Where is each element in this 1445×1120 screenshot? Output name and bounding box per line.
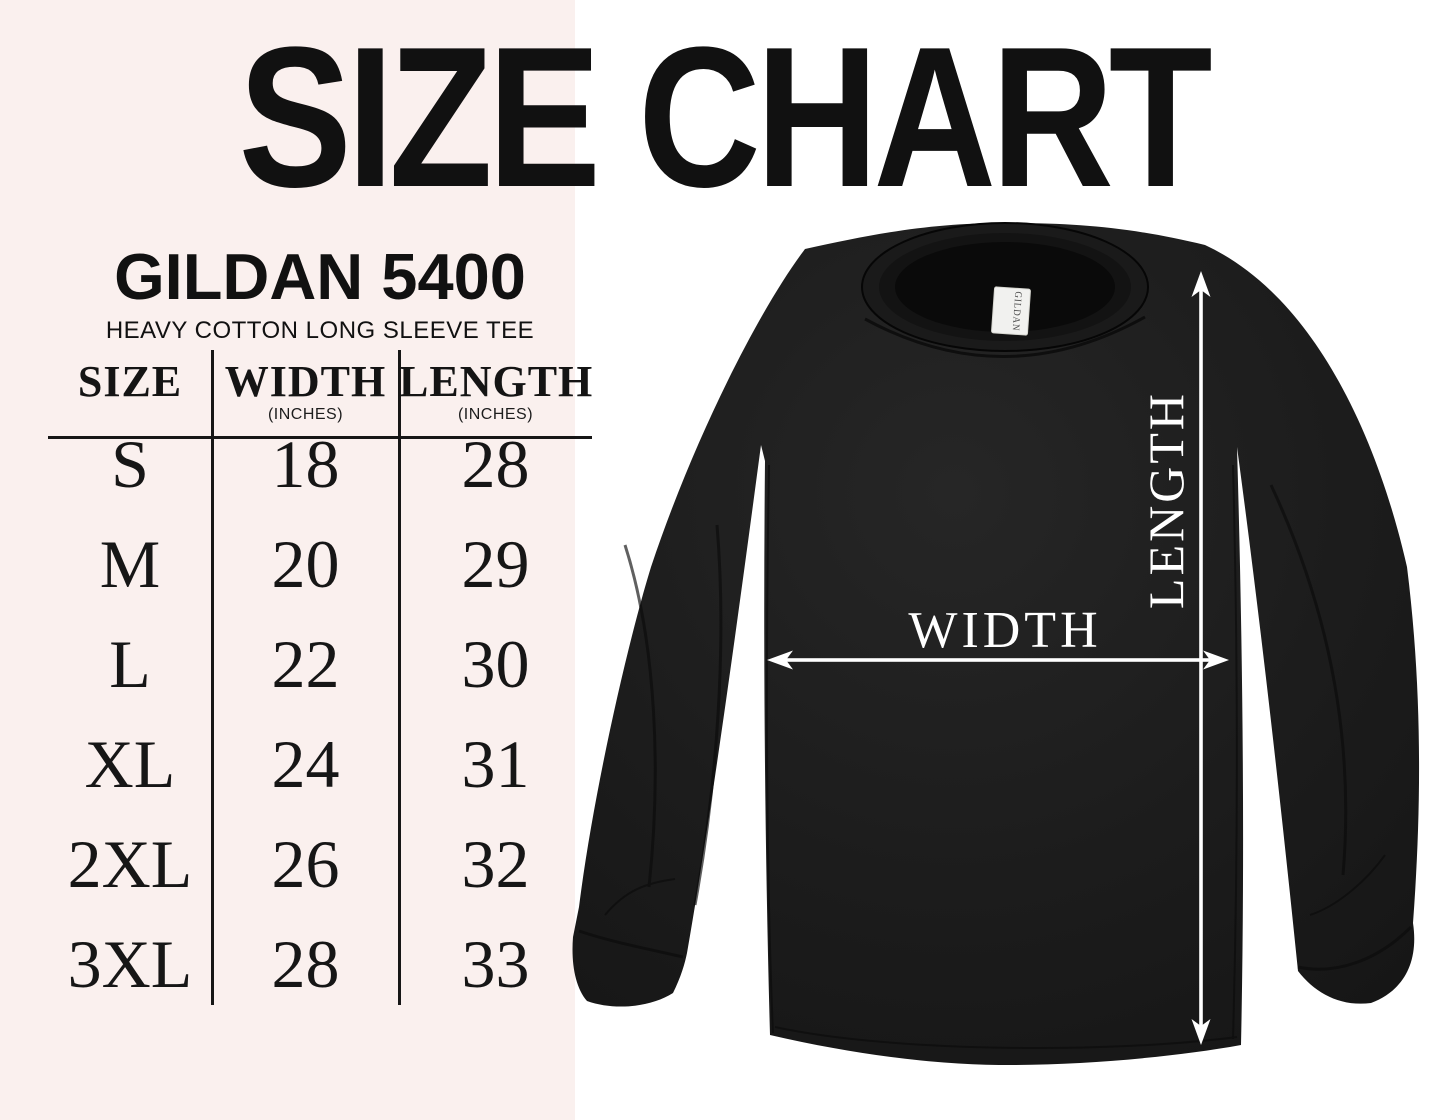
length-cell: 29: [461, 526, 530, 602]
table-column-divider: [398, 350, 401, 1005]
column-unit: (INCHES): [267, 406, 344, 423]
size-cell: XL: [84, 726, 176, 802]
length-cell: 30: [461, 626, 530, 702]
length-cell: 28: [461, 426, 530, 502]
page-title: SIZE CHART: [238, 6, 1212, 229]
width-cell: 18: [271, 426, 340, 502]
table-column-divider: [211, 350, 214, 1005]
size-cell: M: [99, 526, 161, 602]
width-cell: 20: [271, 526, 340, 602]
table-rows: S 18 28 M 20 29 L 22 30 XL 24 31 2XL 26: [48, 414, 592, 1014]
column-header-size: SIZE: [48, 350, 212, 425]
table-row: XL 24 31: [48, 714, 592, 814]
width-cell: 26: [271, 826, 340, 902]
product-name: GILDAN 5400: [114, 240, 526, 313]
size-table: SIZE WIDTH (INCHES) LENGTH (INCHES) S 18…: [48, 350, 592, 1005]
width-cell: 24: [271, 726, 340, 802]
column-label: SIZE: [77, 357, 183, 406]
column-label: WIDTH: [224, 357, 387, 406]
table-row: S 18 28: [48, 414, 592, 514]
length-cell: 31: [461, 726, 530, 802]
length-arrow: [1191, 271, 1211, 1045]
size-cell: 3XL: [67, 926, 193, 1002]
length-label: LENGTH: [1138, 391, 1194, 609]
column-header-length: LENGTH (INCHES): [399, 350, 592, 425]
product-subtitle: HEAVY COTTON LONG SLEEVE TEE: [105, 317, 535, 344]
width-cell: 28: [271, 926, 340, 1002]
table-header: SIZE WIDTH (INCHES) LENGTH (INCHES): [48, 350, 592, 425]
width-cell: 22: [271, 626, 340, 702]
table-row: L 22 30: [48, 614, 592, 714]
gildan-neck-tag: GILDAN: [991, 286, 1031, 336]
product-header: GILDAN 5400 HEAVY COTTON LONG SLEEVE TEE: [48, 244, 592, 343]
column-label: LENGTH: [399, 357, 594, 406]
neck-tag-label: GILDAN: [1010, 291, 1024, 332]
size-cell: S: [111, 426, 149, 502]
fabric-seams: [578, 464, 1413, 1049]
table-row: 2XL 26 32: [48, 814, 592, 914]
table-row: M 20 29: [48, 514, 592, 614]
column-header-width: WIDTH (INCHES): [212, 350, 399, 425]
shirt-svg: GILDAN WIDTH LENGTH: [572, 222, 1420, 1065]
table-header-rule: [48, 436, 592, 439]
title-bar: SIZE CHART: [0, 18, 1445, 218]
left-pink-panel: [0, 0, 575, 1120]
width-arrow: [767, 650, 1229, 670]
collar: [861, 222, 1149, 358]
size-cell: 2XL: [67, 826, 193, 902]
width-label: WIDTH: [908, 602, 1101, 659]
column-unit: (INCHES): [457, 406, 534, 423]
shirt-body: [572, 223, 1420, 1065]
table-row: 3XL 28 33: [48, 914, 592, 1014]
length-cell: 32: [461, 826, 530, 902]
length-cell: 33: [461, 926, 530, 1002]
size-cell: L: [109, 626, 151, 702]
shirt-photo: GILDAN WIDTH LENGTH: [565, 215, 1435, 1115]
